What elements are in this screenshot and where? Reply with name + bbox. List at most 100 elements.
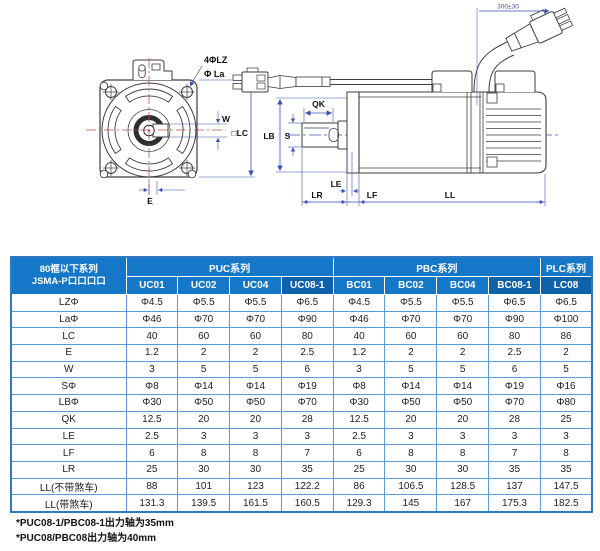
series-group-header: PUC系列	[125, 256, 334, 277]
dimension-value: 5	[229, 360, 282, 379]
dimension-value: Φ70	[384, 310, 438, 329]
dimension-value: Φ30	[332, 394, 386, 412]
label-4phi-lz: 4ΦLZ	[204, 55, 228, 65]
table-row: LL(不带煞车) 88 101 123 122.2 86 106.5 128.5 137 147.…	[10, 477, 593, 496]
model-column-header: BC01	[332, 276, 386, 295]
table-row: LL(带煞车) 131.3 139.5 161.5 160.5 129.3 145 167 17…	[10, 494, 593, 513]
mounting-holes	[99, 81, 197, 179]
dimension-value: Φ8	[332, 377, 386, 396]
dimension-value: 25	[539, 410, 593, 429]
model-column-header: BC02	[384, 276, 438, 295]
dimension-value: Φ50	[177, 394, 231, 412]
row-label: QK	[10, 410, 127, 429]
label-lr: LR	[311, 190, 322, 200]
dimension-value: 30	[436, 460, 490, 479]
dimension-value: 5	[177, 360, 231, 379]
row-label: LaΦ	[10, 310, 127, 329]
series-group-header: PLC系列	[539, 256, 593, 277]
dimension-value: Φ5.5	[436, 294, 490, 312]
dimension-value: Φ6.5	[280, 294, 334, 312]
dimension-value: 160.5	[280, 494, 334, 513]
dimension-value: 101	[177, 477, 231, 496]
dimension-value: 2.5	[125, 427, 179, 446]
motor-dimension-drawing: 4ΦLZ Φ La W □LC E	[86, 4, 574, 206]
table-row: QK 12.5 20 20 28 12.5 20 20 28 25	[10, 410, 593, 429]
dimension-value: Φ5.5	[177, 294, 231, 312]
dimension-value: 2	[229, 344, 282, 362]
row-label: LZΦ	[10, 294, 127, 312]
dimension-value: 3	[177, 427, 231, 446]
dimension-value: 3	[332, 360, 386, 379]
table-row: LC 40 60 60 80 40 60 60 80 86	[10, 327, 593, 346]
series-family-title: 80框以下系列	[39, 264, 98, 275]
dimension-value: 20	[384, 410, 438, 429]
motor-side-view	[232, 7, 574, 174]
dimension-value: Φ50	[436, 394, 490, 412]
model-code-pattern: JSMA-P口口口口	[31, 276, 106, 287]
dimension-value: 28	[280, 410, 334, 429]
dimension-value: Φ14	[436, 377, 490, 396]
model-column-header: UC04	[229, 276, 282, 295]
dimension-value: Φ70	[488, 394, 541, 412]
row-label: W	[10, 360, 127, 379]
dimension-value: Φ4.5	[332, 294, 386, 312]
dimension-value: 86	[332, 477, 386, 496]
table-row: LE 2.5 3 3 3 2.5 3 3 3 3	[10, 427, 593, 446]
dimension-value: 139.5	[177, 494, 231, 513]
dimension-value: 8	[436, 444, 490, 462]
dimension-value: Φ5.5	[229, 294, 282, 312]
dimension-value: 2.5	[280, 344, 334, 362]
dimension-value: Φ90	[280, 310, 334, 329]
table-row: LR 25 30 30 35 25 30 30 35 35	[10, 460, 593, 479]
dimension-value: 2	[436, 344, 490, 362]
dimension-value: 167	[436, 494, 490, 513]
label-cable-length: 300±30	[497, 4, 519, 11]
dimension-value: 20	[177, 410, 231, 429]
dimension-value: 182.5	[539, 494, 593, 513]
dimension-value: 122.2	[280, 477, 334, 496]
dimension-value: 161.5	[229, 494, 282, 513]
table-row: E 1.2 2 2 2.5 1.2 2 2 2.5 2	[10, 344, 593, 362]
dimension-value: Φ50	[384, 394, 438, 412]
dimension-value: 6	[125, 444, 179, 462]
row-label: E	[10, 344, 127, 362]
dimension-value: 3	[229, 427, 282, 446]
dimension-value: 3	[280, 427, 334, 446]
dimension-value: 28	[488, 410, 541, 429]
label-e: E	[147, 196, 153, 206]
row-label: LF	[10, 444, 127, 462]
dimension-value: 88	[125, 477, 179, 496]
table-corner-header: 80框以下系列 JSMA-P口口口口	[10, 256, 127, 295]
dimension-value: Φ5.5	[384, 294, 438, 312]
model-column-header: UC02	[177, 276, 231, 295]
dimension-value: 7	[280, 444, 334, 462]
power-cable-connector	[505, 7, 574, 52]
dimension-value: 2	[384, 344, 438, 362]
table-row: LZΦ Φ4.5 Φ5.5 Φ5.5 Φ6.5 Φ4.5 Φ5.5 Φ5.5 Φ6.5 Φ6.5	[10, 294, 593, 312]
dimension-value: Φ19	[280, 377, 334, 396]
label-s: S	[285, 131, 291, 141]
dimension-value: 30	[229, 460, 282, 479]
row-label: LL(带煞车)	[10, 494, 127, 513]
dimension-value: Φ30	[125, 394, 179, 412]
dimension-value: 40	[125, 327, 179, 346]
dimension-value: 3	[539, 427, 593, 446]
label-lf: LF	[367, 190, 377, 200]
dimension-value: 3	[488, 427, 541, 446]
row-label: LR	[10, 460, 127, 479]
dimension-table: 80框以下系列 JSMA-P口口口口 PUC系列 PBC系列 PLC系列 UC01 UC02…	[10, 256, 594, 513]
dimension-value: 30	[177, 460, 231, 479]
table-row: LaΦ Φ46 Φ70 Φ70 Φ90 Φ46 Φ70 Φ70 Φ90 Φ100	[10, 310, 593, 329]
model-column-header: UC01	[125, 276, 179, 295]
dimension-value: 20	[229, 410, 282, 429]
dimension-value: 145	[384, 494, 438, 513]
encoder-cable-connector	[232, 67, 432, 93]
dimension-value: 35	[539, 460, 593, 479]
dimension-value: Φ4.5	[125, 294, 179, 312]
dimension-value: 175.3	[488, 494, 541, 513]
dimension-value: Φ70	[177, 310, 231, 329]
dimension-value: 3	[436, 427, 490, 446]
label-lc: □LC	[232, 128, 248, 138]
dimension-value: 1.2	[332, 344, 386, 362]
